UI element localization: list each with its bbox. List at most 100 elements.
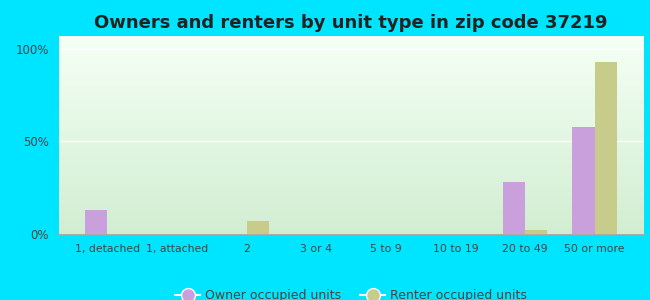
Bar [58,95,644,96]
Bar [58,75,644,76]
Bar [58,202,644,203]
Bar [58,64,644,65]
Bar [58,205,644,206]
Bar [58,152,644,153]
Bar [58,161,644,162]
Bar [58,155,644,156]
Bar [58,174,644,175]
Bar [58,65,644,66]
Bar [58,124,644,125]
Bar [58,96,644,98]
Bar [58,145,644,146]
Bar [58,136,644,137]
Bar [58,185,644,187]
Title: Owners and renters by unit type in zip code 37219: Owners and renters by unit type in zip c… [94,14,608,32]
Bar [58,175,644,176]
Bar [58,142,644,143]
Bar [58,200,644,201]
Bar [58,171,644,172]
Bar [58,199,644,200]
Bar [58,227,644,228]
Bar [58,159,644,160]
Bar [58,130,644,131]
Bar [58,209,644,210]
Bar [58,120,644,121]
Bar [58,37,644,38]
Bar [58,102,644,103]
Bar [58,217,644,218]
Bar [58,146,644,147]
Bar [58,182,644,184]
Bar [58,177,644,178]
Bar [58,208,644,209]
Bar [58,206,644,207]
Bar [58,157,644,158]
Bar [58,91,644,92]
Bar [595,62,617,234]
Bar [58,219,644,220]
Bar [58,140,644,141]
Bar [58,108,644,109]
Bar [58,116,644,117]
Bar [58,123,644,124]
Bar [58,112,644,113]
Bar [58,118,644,119]
Bar [58,48,644,49]
Bar [58,144,644,145]
Bar [58,211,644,212]
Bar [58,207,644,208]
Bar [58,220,644,221]
Bar [58,135,644,136]
Bar [58,46,644,47]
Bar [58,104,644,105]
Bar [58,106,644,107]
Bar [58,83,644,85]
Bar [58,154,644,155]
Bar [58,115,644,116]
Bar [58,215,644,216]
Bar [58,105,644,106]
Bar [58,179,644,181]
Bar [58,210,644,211]
Bar [58,55,644,56]
Bar [58,190,644,191]
Bar [58,128,644,129]
Bar [58,76,644,78]
Bar [58,85,644,86]
Bar [58,98,644,99]
Bar [58,53,644,54]
Bar [58,63,644,64]
Bar [58,149,644,150]
Bar [58,58,644,59]
Bar [58,225,644,226]
Bar [58,228,644,229]
Bar [58,72,644,73]
Bar [58,114,644,115]
Bar [58,42,644,43]
Bar [58,119,644,120]
Bar [58,51,644,52]
Bar [58,212,644,213]
Bar [58,196,644,197]
Bar [58,184,644,185]
Bar [58,66,644,67]
Bar [58,167,644,168]
Bar [58,56,644,57]
Bar [58,86,644,88]
Bar [58,176,644,177]
Bar [58,203,644,204]
Bar [58,62,644,63]
Bar [58,99,644,100]
Bar [58,125,644,126]
Bar [58,163,644,164]
Bar [58,181,644,182]
Bar [58,166,644,167]
Bar [58,191,644,192]
Bar [58,204,644,205]
Bar [58,117,644,118]
Bar [58,138,644,139]
Bar [58,172,644,174]
Bar [58,127,644,128]
Bar [58,187,644,188]
Bar [58,103,644,104]
